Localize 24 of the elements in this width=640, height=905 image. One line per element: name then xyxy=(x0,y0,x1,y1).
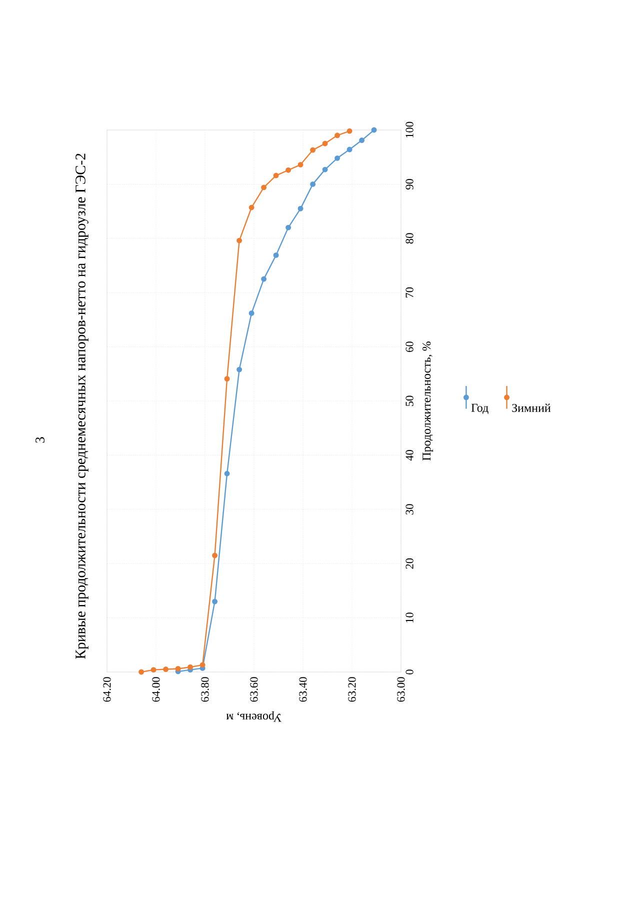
x-tick-label: 63.60 xyxy=(250,677,258,702)
y-tick-label: 40 xyxy=(406,450,414,461)
y-axis-title: Продолжительность, % xyxy=(422,342,434,461)
text: 3 xyxy=(36,437,44,443)
text: Кривые продолжительности среднемесячных напоров-нетто на гидроузле ГЭС-2 xyxy=(76,154,88,659)
y-tick-label: 100 xyxy=(406,122,414,138)
x-tick-label: 64.00 xyxy=(152,677,160,702)
y-tick-label: 30 xyxy=(406,504,414,515)
y-tick-label: 60 xyxy=(406,342,414,352)
x-tick-label: 63.20 xyxy=(348,677,356,702)
x-tick-label: 63.80 xyxy=(201,677,209,702)
x-axis-title: Уровень, м xyxy=(226,711,282,722)
y-tick-label: 0 xyxy=(406,670,414,674)
x-tick-label: 64.20 xyxy=(103,677,111,702)
y-tick-label: 70 xyxy=(406,287,414,298)
legend-label: Зимний xyxy=(512,404,551,412)
y-tick-label: 10 xyxy=(406,612,414,622)
x-tick-label: 63.00 xyxy=(397,677,405,702)
legend-label: Год xyxy=(471,404,488,414)
y-tick-label: 50 xyxy=(406,396,414,406)
x-tick-label: 63.40 xyxy=(299,677,307,702)
y-tick-label: 90 xyxy=(406,178,414,190)
y-tick-label: 80 xyxy=(406,233,414,244)
y-tick-label: 20 xyxy=(406,558,414,569)
